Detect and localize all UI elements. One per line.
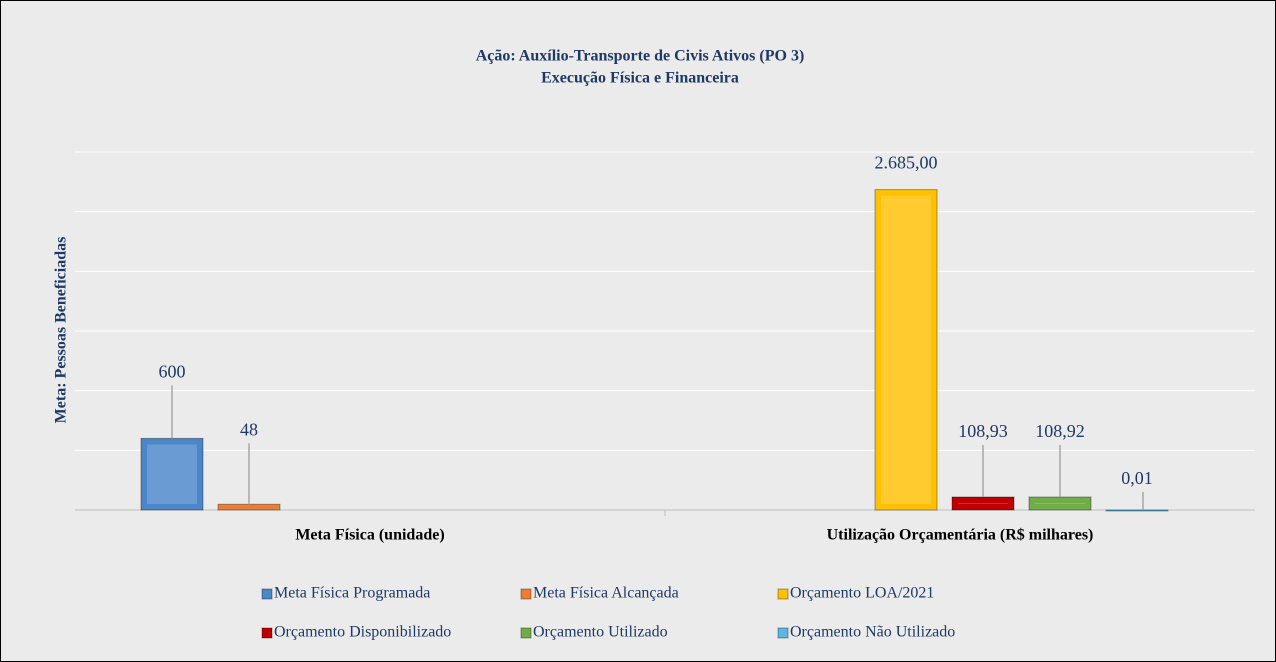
bar [1105,509,1169,512]
chart-title: Ação: Auxílio-Transporte de Civis Ativos… [476,48,805,65]
bar-face [1035,503,1085,504]
legend-swatch [777,588,789,600]
legend-label: Orçamento Disponibilizado [274,624,451,641]
legend-swatch [520,588,532,600]
legend-label: Orçamento LOA/2021 [790,585,934,602]
legend-swatch [261,588,273,600]
legend-label: Orçamento Não Utilizado [790,624,955,641]
chart-subtitle: Execução Física e Financeira [541,70,739,87]
bar-face [147,444,197,504]
bar-face [881,195,931,504]
legend-label: Meta Física Programada [274,585,430,602]
bar-face [958,503,1008,504]
legend-swatch [777,627,789,639]
y-axis-label: Meta: Pessoas Beneficiadas [53,237,70,424]
legend-swatch [520,627,532,639]
data-label: 48 [240,419,258,439]
bar [140,437,204,511]
bar [217,503,281,511]
data-label: 108,92 [1035,421,1085,441]
data-label: 600 [159,362,186,382]
x-tick-label: Meta Física (unidade) [295,527,444,544]
bar [874,189,938,511]
data-label: 2.685,00 [875,153,938,173]
legend-label: Orçamento Utilizado [533,624,668,641]
data-label: 108,93 [958,421,1008,441]
data-label: 0,01 [1121,468,1153,488]
legend-swatch [261,627,273,639]
legend-label: Meta Física Alcançada [533,585,679,602]
x-tick-label: Utilização Orçamentária (R$ milhares) [827,527,1094,544]
